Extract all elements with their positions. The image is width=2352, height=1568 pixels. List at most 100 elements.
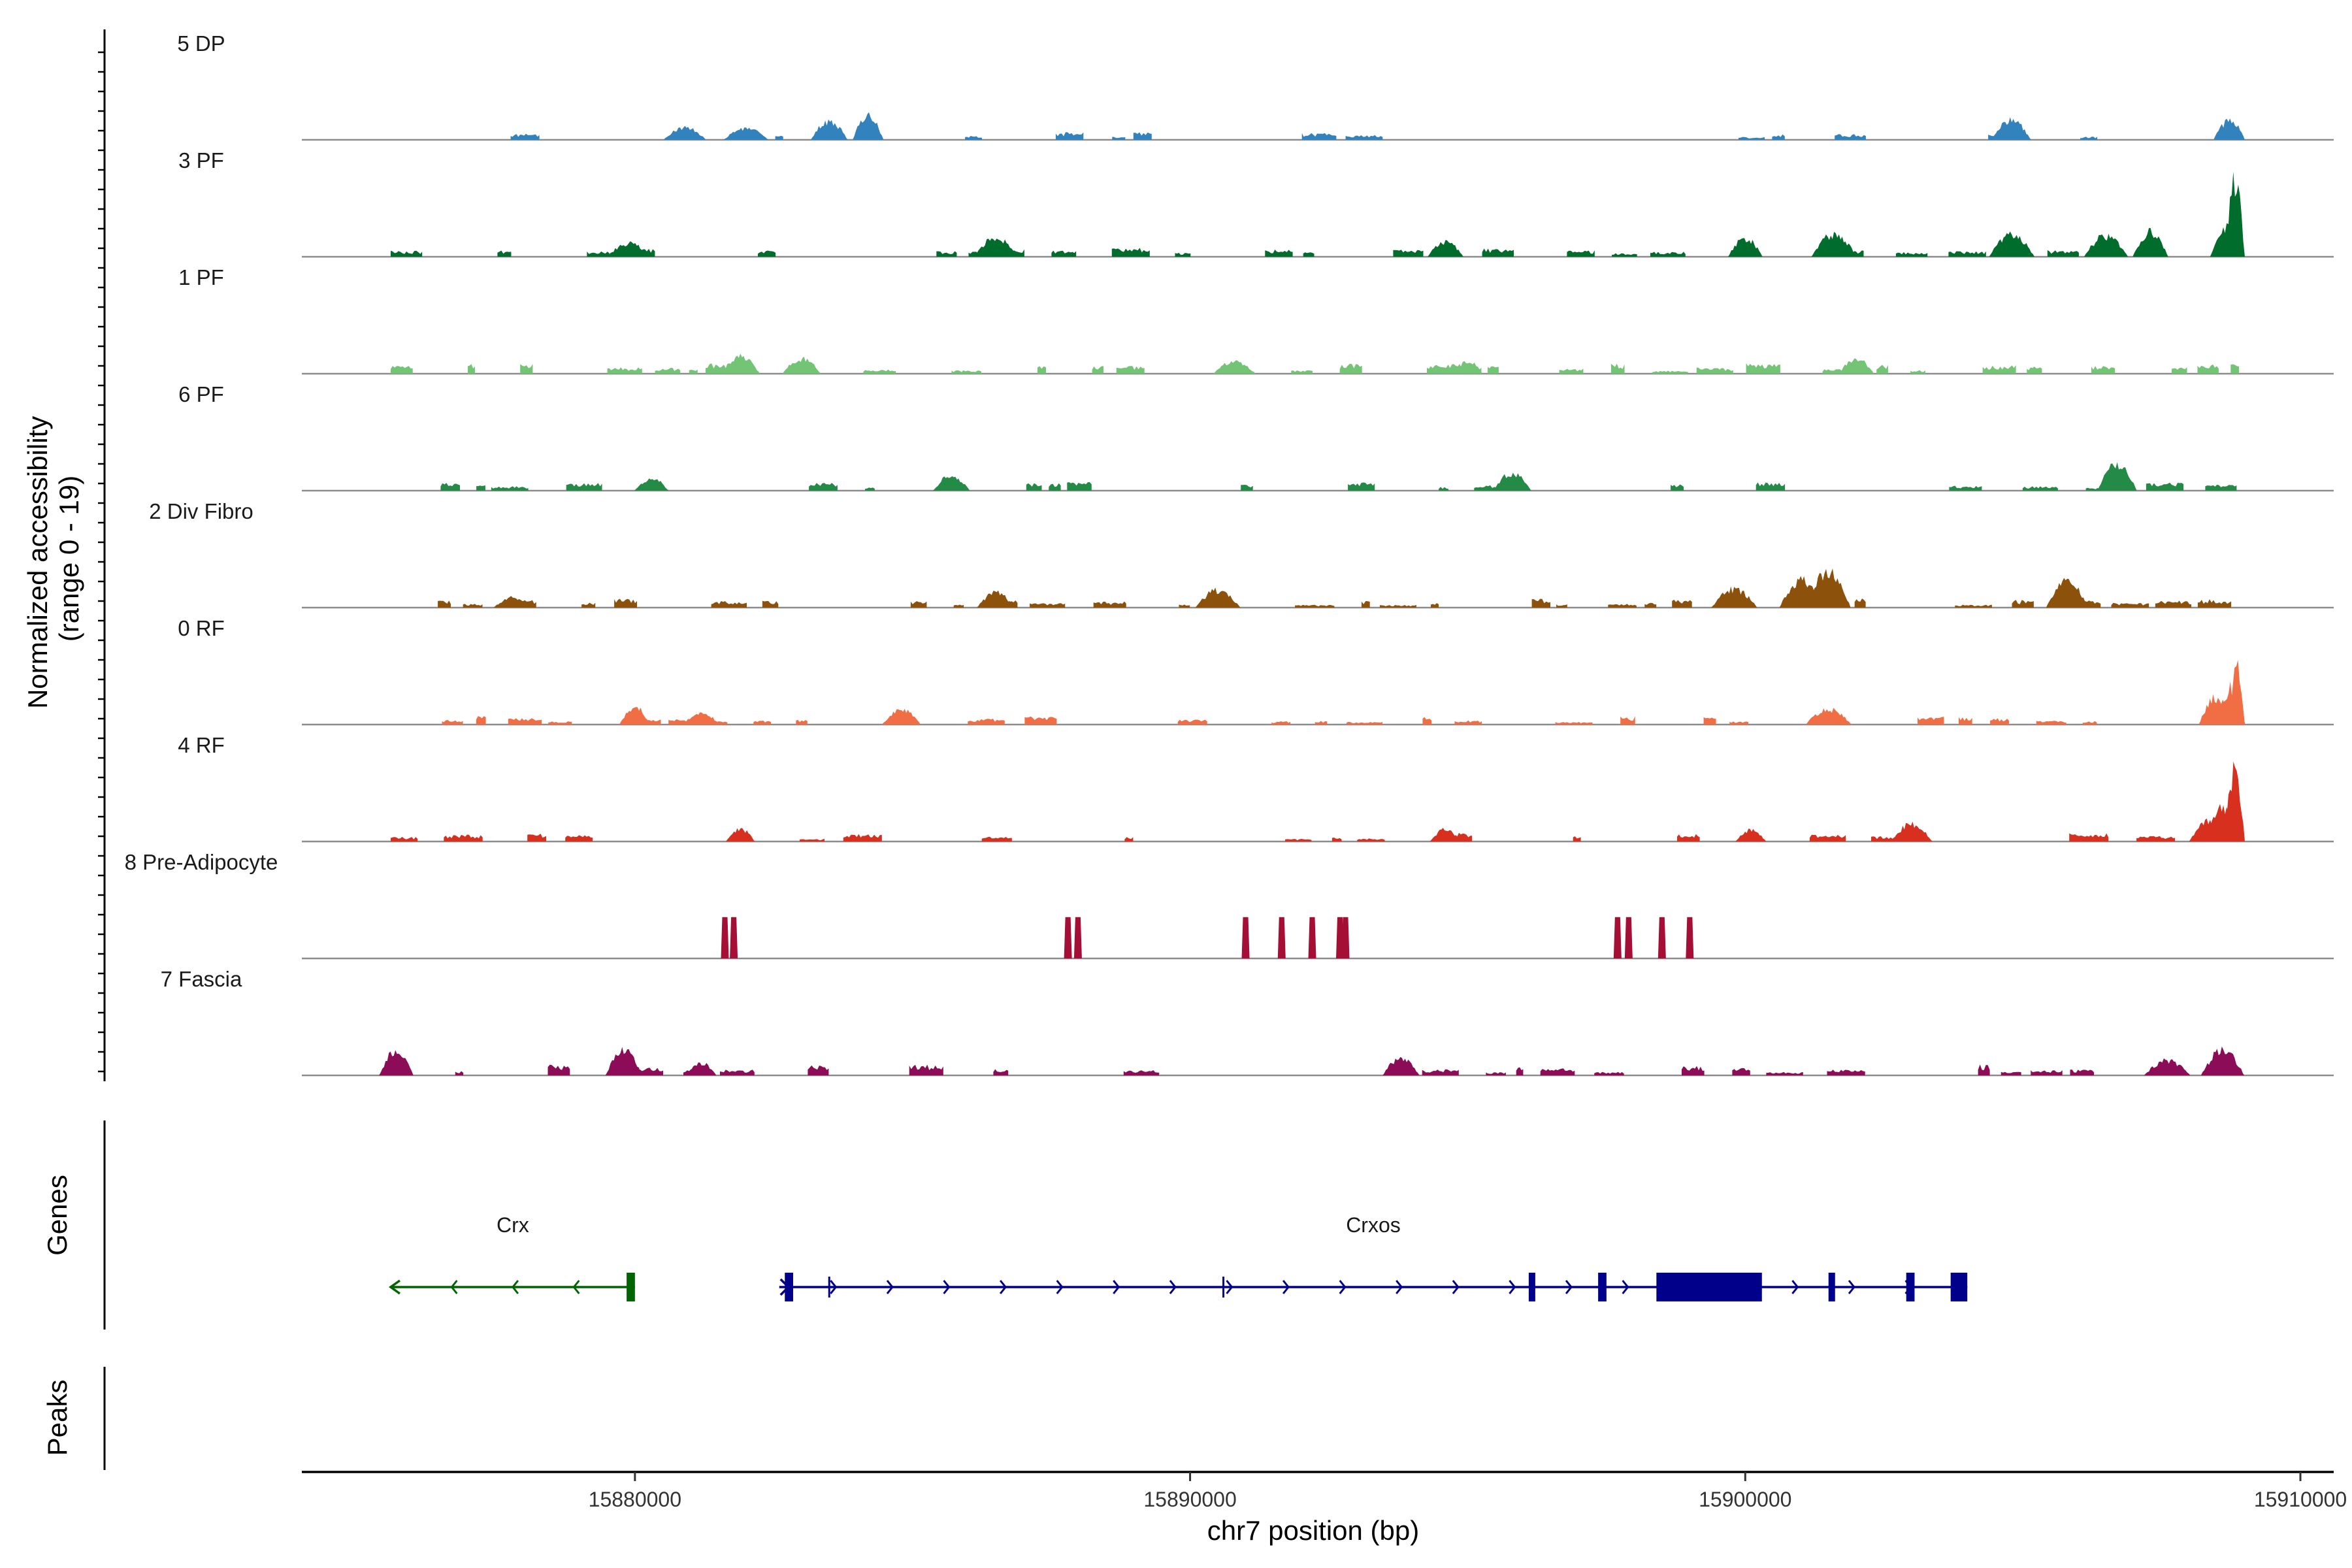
coverage-fragment: [455, 1071, 464, 1075]
gene-strand-chevron: [1056, 1280, 1064, 1294]
coverage-fragment: [1357, 838, 1385, 841]
coverage-bar: [1624, 917, 1633, 958]
coverage-fragment: [1756, 482, 1786, 491]
coverage-fragment: [1652, 370, 1688, 374]
coverage-fragment: [566, 483, 602, 491]
gene-strand-chevron: [1282, 1280, 1290, 1294]
coverage-fragment: [1037, 366, 1046, 374]
coverage-fragment: [1729, 721, 1749, 725]
coverage-fragment: [762, 600, 779, 608]
coverage-fragment: [1556, 604, 1567, 608]
coverage-peak: [1811, 231, 1857, 257]
coverage-bar: [1277, 917, 1286, 958]
gene-strand-chevron: [886, 1280, 894, 1294]
coverage-fragment: [909, 1064, 943, 1075]
coverage-fragment: [1732, 1068, 1750, 1075]
track-label: 5 DP: [177, 31, 225, 56]
coverage-fragment: [1427, 364, 1462, 374]
x-tick-label: 15880000: [589, 1488, 681, 1511]
track-label: 3 PF: [178, 148, 224, 172]
coverage-fragment: [442, 719, 463, 725]
coverage-fragment: [1271, 721, 1291, 725]
track-6-pf: 6 PF: [178, 382, 2334, 492]
coverage-peak: [493, 596, 532, 608]
coverage-fragment: [2172, 367, 2187, 374]
coverage-peak: [607, 241, 652, 257]
coverage-fragment: [1555, 722, 1593, 725]
track-label: 4 RF: [178, 733, 225, 757]
coverage-fragment: [965, 136, 982, 140]
coverage-fragment: [968, 719, 1005, 725]
coverage-peak: [2210, 223, 2245, 257]
coverage-fragment: [391, 366, 413, 374]
coverage-fragment: [1030, 603, 1066, 608]
x-tick-label: 15900000: [1699, 1488, 1791, 1511]
coverage-fragment: [2155, 600, 2192, 608]
gene-exon: [1950, 1273, 1968, 1301]
coverage-fragment: [799, 838, 825, 841]
coverage-fragment: [1241, 485, 1253, 491]
coverage-fragment: [1978, 1064, 1990, 1075]
gene-strand-chevron: [999, 1280, 1007, 1294]
gene-strand-chevron: [943, 1280, 951, 1294]
coverage-fragment: [438, 600, 451, 608]
coverage-peak: [1735, 828, 1767, 841]
x-axis-title: chr7 position (bp): [1207, 1515, 1420, 1546]
track-3-pf: 3 PF: [178, 148, 2334, 258]
coverage-fragment: [1116, 366, 1145, 374]
coverage-fragment: [951, 370, 981, 374]
coverage-peak: [726, 828, 755, 841]
coverage-peak: [1805, 708, 1852, 725]
coverage-fragment: [1345, 135, 1383, 140]
gene-exon: [1528, 1273, 1535, 1301]
track-0-rf: 0 RF: [178, 616, 2334, 726]
coverage-fragment: [1024, 716, 1057, 725]
gene-strand-chevron: [572, 1280, 580, 1294]
coverage-bar: [1613, 917, 1622, 958]
coverage-fragment: [993, 1069, 1009, 1075]
coverage-fragment: [1739, 137, 1765, 140]
coverage-peak: [810, 119, 848, 140]
coverage-fragment: [1331, 838, 1342, 841]
coverage-peak: [723, 127, 769, 140]
coverage-fragment: [1486, 1072, 1506, 1075]
coverage-peak: [1728, 238, 1763, 257]
coverage-fragment: [476, 716, 486, 725]
coverage-fragment: [1301, 133, 1337, 140]
gene-label: Crxos: [1346, 1213, 1401, 1237]
coverage-peak: [2223, 124, 2245, 140]
gene-exon: [785, 1273, 794, 1301]
coverage-fragment: [981, 836, 1012, 841]
coverage-fragment: [1379, 604, 1416, 608]
coverage-fragment: [1516, 1067, 1524, 1075]
coverage-fragment: [711, 601, 747, 608]
coverage-peak: [1989, 231, 2034, 257]
coverage-fragment: [614, 598, 637, 608]
coverage-fragment: [607, 367, 642, 374]
coverage-fragment: [775, 135, 783, 140]
coverage-peak: [1429, 828, 1462, 841]
gene-strand-chevron: [1622, 1280, 1629, 1294]
coverage-fragment: [753, 721, 772, 725]
gene-strand-chevron: [1226, 1280, 1233, 1294]
coverage-peak: [1779, 576, 1822, 608]
coverage-fragment: [1049, 483, 1061, 491]
coverage-fragment: [1285, 839, 1312, 841]
coverage-bar: [1064, 917, 1072, 958]
coverage-fragment: [468, 364, 475, 374]
coverage-fragment: [520, 364, 533, 374]
coverage-fragment: [2036, 721, 2066, 725]
coverage-fragment: [1827, 1070, 1865, 1075]
coverage-fragment: [1291, 370, 1313, 374]
coverage-fragment: [1677, 834, 1700, 841]
coverage-fragment: [1265, 250, 1293, 257]
coverage-fragment: [2136, 836, 2176, 841]
coverage-fragment: [808, 1065, 829, 1075]
coverage-fragment: [1067, 482, 1092, 491]
coverage-fragment: [720, 1070, 755, 1075]
coverage-fragment: [391, 836, 418, 841]
coverage-fragment: [1766, 1071, 1803, 1075]
coverage-fragment: [1959, 717, 1972, 725]
y-axis-title: Normalized accessibility (range 0 - 19): [22, 408, 84, 709]
coverage-peak: [1195, 587, 1241, 608]
